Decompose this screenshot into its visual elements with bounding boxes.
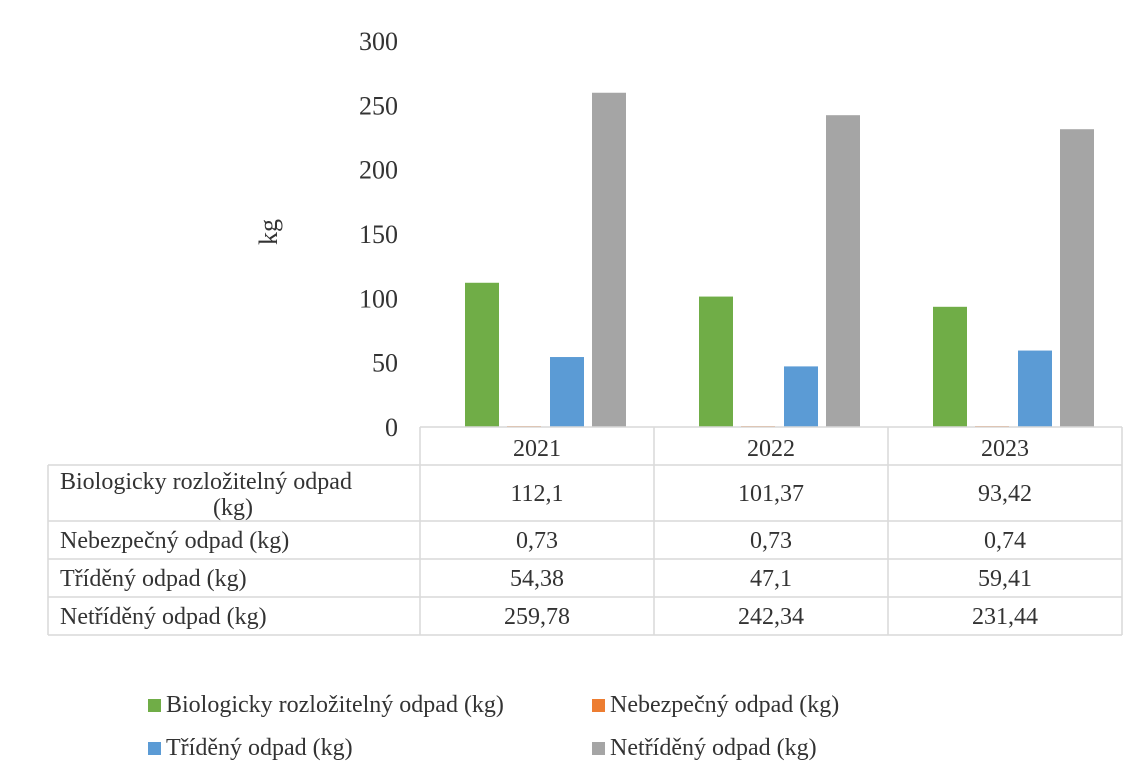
table-row-label-netrideny-odpad-kg: Netříděný odpad (kg) <box>60 604 267 630</box>
bar-trideny-odpad-kg-2023 <box>1018 350 1052 427</box>
bar-trideny-odpad-kg-2022 <box>784 366 818 427</box>
y-tick-label: 0 <box>385 413 398 442</box>
bar-biologicky-rozlozitelny-odpad-kg-2022 <box>699 296 733 427</box>
bar-biologicky-rozlozitelny-odpad-kg-2021 <box>465 282 499 427</box>
legend-item-netrideny: Netříděný odpad (kg) <box>592 735 817 762</box>
legend-swatch-nebezpecny <box>592 699 605 712</box>
legend-swatch-netrideny <box>592 742 605 755</box>
y-tick-label: 300 <box>359 27 398 56</box>
legend-swatch-trideny <box>148 742 161 755</box>
table-row-label-biologicky-rozlozitelny-odpad-kg-unit: (kg) <box>213 495 253 521</box>
table-cell-trideny-odpad-kg-2021: 54,38 <box>510 566 564 592</box>
x-tick-label-2023: 2023 <box>981 436 1029 462</box>
table-cell-netrideny-odpad-kg-2021: 259,78 <box>504 604 570 630</box>
table-cell-biologicky-rozlozitelny-odpad-kg-2023: 93,42 <box>978 481 1032 507</box>
y-tick-label: 100 <box>359 284 398 313</box>
y-tick-label: 50 <box>372 349 398 378</box>
y-tick-label: 200 <box>359 156 398 185</box>
legend-item-nebezpecny: Nebezpečný odpad (kg) <box>592 692 839 719</box>
table-cell-netrideny-odpad-kg-2023: 231,44 <box>972 604 1038 630</box>
table-cell-netrideny-odpad-kg-2022: 242,34 <box>738 604 804 630</box>
legend-label-netrideny: Netříděný odpad (kg) <box>610 735 817 761</box>
y-axis-title: kg <box>254 219 283 245</box>
table-row-label-biologicky-rozlozitelny-odpad-kg: Biologicky rozložitelný odpad <box>60 469 352 495</box>
x-tick-label-2022: 2022 <box>747 436 795 462</box>
table-cell-biologicky-rozlozitelny-odpad-kg-2022: 101,37 <box>738 481 804 507</box>
bar-trideny-odpad-kg-2021 <box>550 357 584 427</box>
table-cell-nebezpecny-odpad-kg-2021: 0,73 <box>516 528 558 554</box>
legend-item-trideny: Tříděný odpad (kg) <box>148 735 353 762</box>
table-cell-nebezpecny-odpad-kg-2022: 0,73 <box>750 528 792 554</box>
table-cell-biologicky-rozlozitelny-odpad-kg-2021: 112,1 <box>510 481 563 507</box>
y-tick-label: 250 <box>359 91 398 120</box>
bar-netrideny-odpad-kg-2022 <box>826 115 860 427</box>
table-row-label-nebezpecny-odpad-kg: Nebezpečný odpad (kg) <box>60 528 289 554</box>
y-tick-label: 150 <box>359 220 398 249</box>
legend-label-trideny: Tříděný odpad (kg) <box>166 735 353 761</box>
x-tick-label-2021: 2021 <box>513 436 561 462</box>
table-row-label-trideny-odpad-kg: Tříděný odpad (kg) <box>60 566 247 592</box>
table-cell-trideny-odpad-kg-2022: 47,1 <box>750 566 792 592</box>
legend-swatch-biologicky <box>148 699 161 712</box>
legend-label-biologicky: Biologicky rozložitelný odpad (kg) <box>166 692 504 718</box>
bar-biologicky-rozlozitelny-odpad-kg-2023 <box>933 306 967 427</box>
table-cell-nebezpecny-odpad-kg-2023: 0,74 <box>984 528 1026 554</box>
bar-netrideny-odpad-kg-2023 <box>1060 129 1094 427</box>
table-cell-trideny-odpad-kg-2023: 59,41 <box>978 566 1032 592</box>
bar-netrideny-odpad-kg-2021 <box>592 92 626 428</box>
legend-item-biologicky: Biologicky rozložitelný odpad (kg) <box>148 692 504 719</box>
legend-label-nebezpecny: Nebezpečný odpad (kg) <box>610 692 840 718</box>
